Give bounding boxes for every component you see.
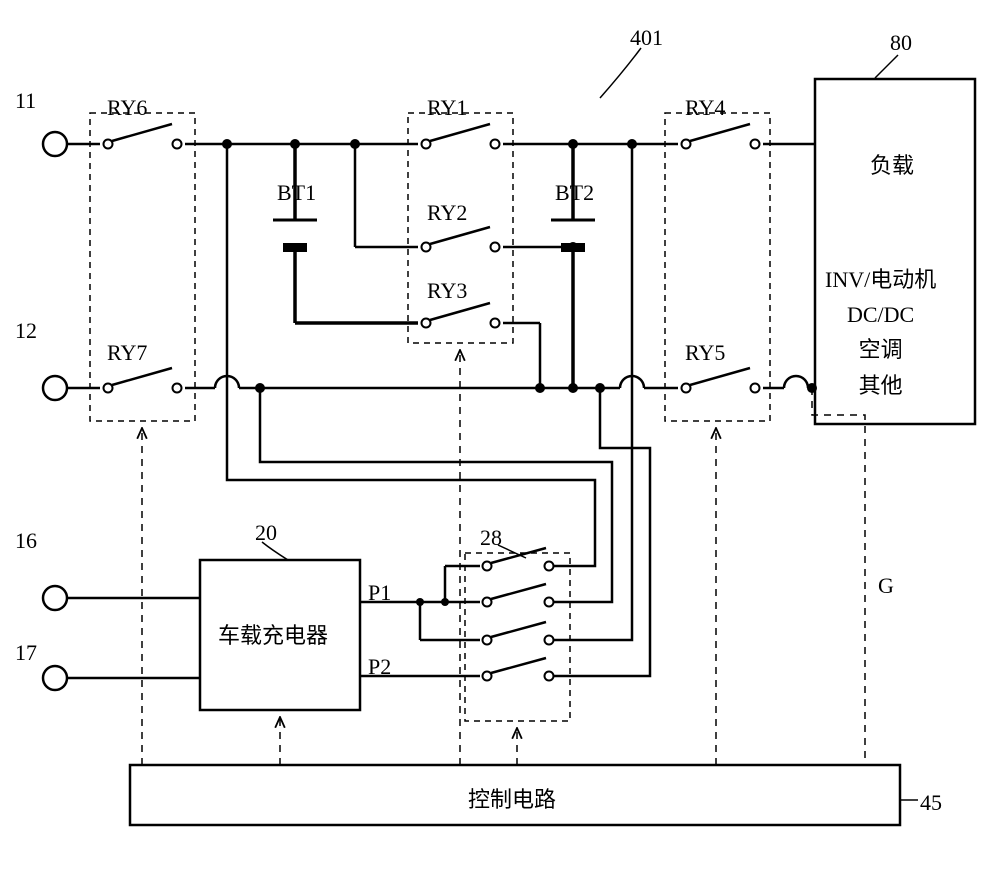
leader-80 <box>875 55 898 78</box>
circuit-svg <box>0 0 1000 871</box>
label-control: 控制电路 <box>468 782 556 814</box>
g-node <box>807 383 817 393</box>
sw28-out4 <box>554 388 650 676</box>
label-RY2: RY2 <box>427 200 467 226</box>
ry67-group <box>90 113 195 421</box>
label-P1: P1 <box>368 580 391 606</box>
relay-ry5 <box>682 368 760 393</box>
sw28-out2-node <box>255 383 265 393</box>
bt1-node-top <box>290 139 300 149</box>
relay-ry7 <box>104 368 182 393</box>
relay-ry4 <box>682 124 760 149</box>
ry45-group <box>665 113 770 421</box>
label-BT2: BT2 <box>555 180 594 206</box>
label-BT1: BT1 <box>277 180 316 206</box>
leader-401 <box>600 48 641 98</box>
label-charger: 车载充电器 <box>218 618 328 650</box>
label-16: 16 <box>15 528 37 554</box>
sw28-out4-node <box>595 383 605 393</box>
label-45: 45 <box>920 790 942 816</box>
bt2-node-bot <box>568 383 578 393</box>
label-G: G <box>878 573 894 599</box>
ry3-node-merge <box>535 383 545 393</box>
bt1-plate-bot <box>283 243 307 252</box>
label-P2: P2 <box>368 654 391 680</box>
switch-28-row3 <box>483 622 554 645</box>
switch-28-row2 <box>483 584 554 607</box>
label-17: 17 <box>15 640 37 666</box>
terminal-16 <box>43 586 67 610</box>
label-28: 28 <box>480 525 502 551</box>
bt2-node-top <box>568 139 578 149</box>
p1-branch-node <box>416 598 424 606</box>
relay-ry1 <box>422 124 500 149</box>
relay-ry6 <box>104 124 182 149</box>
wire-bot-hop3 <box>784 376 808 388</box>
label-RY5: RY5 <box>685 340 725 366</box>
label-12: 12 <box>15 318 37 344</box>
label-load-title: 负载 <box>870 148 914 180</box>
terminal-12 <box>43 376 67 400</box>
relay-ry3 <box>422 303 500 328</box>
terminal-17 <box>43 666 67 690</box>
label-RY6: RY6 <box>107 95 147 121</box>
label-RY1: RY1 <box>427 95 467 121</box>
relay-ry2 <box>422 227 500 252</box>
label-load-body: INV/电动机 DC/DC 空调 其他 <box>825 262 936 403</box>
sw28-group <box>465 553 570 721</box>
label-RY7: RY7 <box>107 340 147 366</box>
sw28-out3-node <box>627 139 637 149</box>
switch-28-row4 <box>483 658 554 681</box>
sw28-out1-node <box>222 139 232 149</box>
label-80: 80 <box>890 30 912 56</box>
label-RY4: RY4 <box>685 95 725 121</box>
label-20: 20 <box>255 520 277 546</box>
label-11: 11 <box>15 88 36 114</box>
ctrl-g-line <box>812 388 865 765</box>
label-RY3: RY3 <box>427 278 467 304</box>
label-401: 401 <box>630 25 663 51</box>
sw28-out2 <box>260 388 612 602</box>
terminal-11 <box>43 132 67 156</box>
ry2-node-right <box>568 242 578 252</box>
switch-28-row1 <box>483 548 554 571</box>
p1-up-node <box>441 598 449 606</box>
ry2-node-top <box>350 139 360 149</box>
circuit-canvas: 401 80 11 12 16 17 20 28 45 G RY1 RY2 RY… <box>0 0 1000 871</box>
